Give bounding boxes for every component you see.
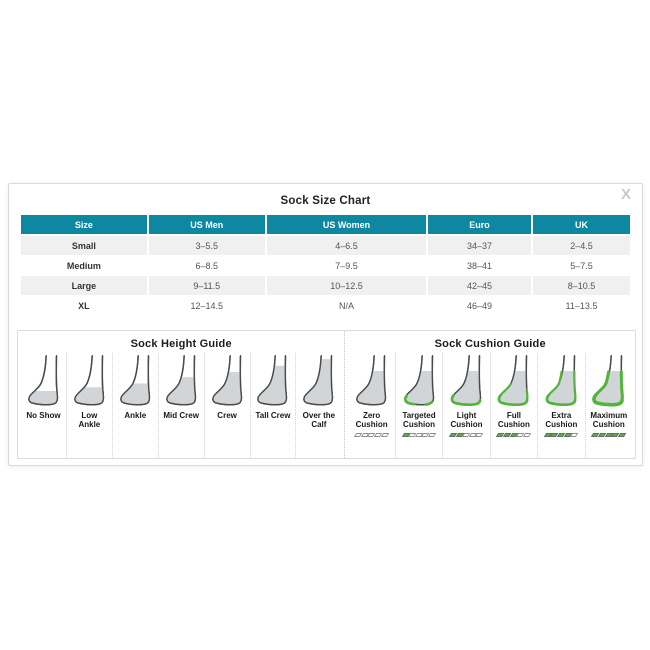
cell-us-men: 9–11.5 — [147, 275, 267, 296]
cushion-item-zero: Zero Cushion — [348, 353, 396, 458]
sock-label: Over the Calf — [302, 411, 336, 430]
gauge-segment — [570, 432, 579, 438]
gauge-segment — [522, 432, 531, 438]
height-item-mid-crew: Mid Crew — [159, 353, 205, 458]
cell-size: XL — [21, 295, 149, 316]
height-item-no-show: No Show — [21, 353, 67, 458]
cushion-gauge — [591, 432, 626, 438]
sock-label: Tall Crew — [255, 411, 291, 420]
cushion-gauge — [401, 432, 436, 438]
height-guide-row: No Show Low Ankle Ankle — [18, 353, 344, 458]
cell-size: Large — [21, 275, 149, 296]
size-table: Size US Men US Women Euro UK Small 3–5.5… — [21, 215, 630, 316]
cell-uk: 8–10.5 — [531, 275, 630, 296]
cell-us-women: 10–12.5 — [265, 275, 429, 296]
modal-title: Sock Size Chart — [280, 195, 371, 207]
sock-height-icon — [73, 355, 106, 408]
sock-cushion-icon — [592, 355, 625, 408]
height-item-over-the-calf: Over the Calf — [296, 353, 341, 458]
cell-size: Small — [21, 235, 149, 256]
cell-us-women: 4–6.5 — [265, 235, 429, 256]
sock-height-icon — [302, 355, 335, 408]
height-item-low-ankle: Low Ankle — [67, 353, 113, 458]
sock-label: Full Cushion — [497, 411, 530, 430]
gauge-segment — [617, 432, 626, 438]
gauge-segment — [475, 432, 484, 438]
height-item-ankle: Ankle — [113, 353, 159, 458]
table-header-row: Size US Men US Women Euro UK — [21, 215, 630, 236]
cushion-item-extra: Extra Cushion — [538, 353, 586, 458]
sock-label: Zero Cushion — [355, 411, 388, 430]
sock-cushion-icon — [497, 355, 530, 408]
sock-cushion-icon — [355, 355, 388, 408]
height-item-crew: Crew — [205, 353, 251, 458]
cushion-guide-title: Sock Cushion Guide — [434, 338, 546, 350]
cell-euro: 38–41 — [427, 255, 533, 276]
sock-height-icon — [119, 355, 152, 408]
sock-label: Light Cushion — [450, 411, 483, 430]
cell-euro: 42–45 — [427, 275, 533, 296]
cell-us-women: 7–9.5 — [265, 255, 429, 276]
cell-us-men: 3–5.5 — [147, 235, 267, 256]
cushion-gauge — [543, 432, 579, 438]
guides-box: Sock Height Guide No Show Low An — [17, 330, 636, 459]
cell-uk: 2–4.5 — [531, 235, 630, 256]
sock-height-icon — [165, 355, 198, 408]
sock-height-icon — [27, 355, 60, 408]
sock-label: Crew — [217, 411, 237, 420]
cell-us-men: 12–14.5 — [147, 295, 267, 316]
col-header-us-men: US Men — [147, 215, 267, 236]
sock-height-icon — [211, 355, 244, 408]
cell-us-men: 6–8.5 — [147, 255, 267, 276]
table-row: Large 9–11.5 10–12.5 42–45 8–10.5 — [21, 275, 630, 296]
cushion-item-maximum: Maximum Cushion — [586, 353, 632, 458]
sock-label: Maximum Cushion — [590, 411, 628, 430]
cushion-guide-row: Zero Cushion Targeted Cushion — [345, 353, 635, 458]
gauge-segment — [380, 432, 389, 438]
cell-euro: 46–49 — [427, 295, 533, 316]
cell-size: Medium — [21, 255, 149, 276]
col-header-euro: Euro — [427, 215, 533, 236]
col-header-uk: UK — [531, 215, 630, 236]
gauge-segment — [427, 432, 436, 438]
cell-us-women: N/A — [265, 295, 429, 316]
sock-cushion-icon — [403, 355, 436, 408]
height-guide-title: Sock Height Guide — [130, 338, 232, 350]
cell-euro: 34–37 — [427, 235, 533, 256]
table-row: XL 12–14.5 N/A 46–49 11–13.5 — [21, 295, 630, 316]
sock-cushion-guide: Sock Cushion Guide Zero Cushion — [345, 331, 635, 458]
close-icon[interactable]: X — [620, 186, 631, 203]
col-header-size: Size — [21, 215, 149, 236]
cell-uk: 11–13.5 — [531, 295, 630, 316]
sock-label: Ankle — [124, 411, 147, 420]
sock-cushion-icon — [545, 355, 578, 408]
sock-size-chart-modal: X Sock Size Chart Size US Men US Women E… — [8, 183, 643, 466]
cushion-item-targeted: Targeted Cushion — [396, 353, 444, 458]
height-item-tall-crew: Tall Crew — [251, 353, 297, 458]
sock-height-guide: Sock Height Guide No Show Low An — [18, 331, 346, 458]
cushion-gauge — [353, 432, 389, 438]
size-table-wrapper: Size US Men US Women Euro UK Small 3–5.5… — [21, 215, 630, 316]
cell-uk: 5–7.5 — [531, 255, 630, 276]
sock-height-icon — [256, 355, 289, 408]
col-header-us-women: US Women — [265, 215, 429, 236]
sock-label: Targeted Cushion — [402, 411, 436, 430]
cushion-gauge — [496, 432, 531, 438]
sock-label: Low Ankle — [78, 411, 101, 430]
sock-cushion-icon — [450, 355, 483, 408]
cushion-gauge — [448, 432, 484, 438]
cushion-item-light: Light Cushion — [443, 353, 491, 458]
sock-label: No Show — [26, 411, 61, 420]
cushion-item-full: Full Cushion — [491, 353, 539, 458]
sock-label: Extra Cushion — [545, 411, 578, 430]
table-row: Medium 6–8.5 7–9.5 38–41 5–7.5 — [21, 255, 630, 276]
sock-label: Mid Crew — [163, 411, 199, 420]
table-row: Small 3–5.5 4–6.5 34–37 2–4.5 — [21, 235, 630, 256]
